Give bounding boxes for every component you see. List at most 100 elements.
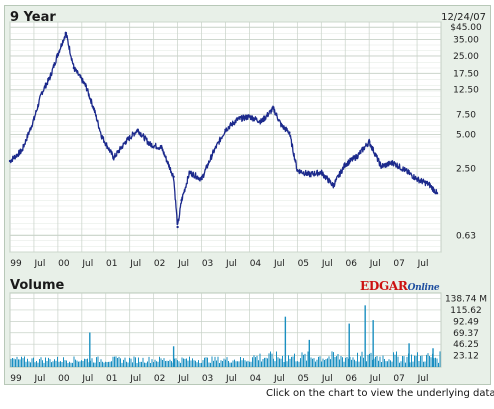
volume-x-tick-label: Jul	[321, 374, 333, 384]
volume-x-tick-label: 01	[106, 374, 117, 384]
price-data-point	[224, 128, 227, 131]
edgar-online-logo[interactable]: EDGAROnline	[360, 279, 440, 293]
price-y-tick-label: $45.00	[450, 23, 482, 33]
price-data-point	[56, 52, 60, 56]
price-data-point	[260, 120, 263, 123]
price-data-point	[379, 165, 383, 168]
price-data-point	[415, 177, 419, 181]
volume-x-tick-label: 99	[10, 374, 22, 384]
price-x-tick-label: 99	[10, 259, 22, 269]
volume-y-tick-label: 69.37	[453, 329, 479, 339]
volume-y-tick-label: 92.49	[453, 317, 479, 327]
volume-x-tick-label: Jul	[129, 374, 141, 384]
volume-x-tick-label: Jul	[81, 374, 93, 384]
price-data-point	[248, 115, 251, 118]
price-data-point	[280, 124, 283, 127]
chart-svg[interactable]: $45.00 35.00 25.00 17.50 12.50 7.50 5.00 2.50 0.…	[0, 0, 494, 386]
price-data-point	[160, 146, 163, 150]
logo-main-text: EDGAR	[360, 279, 408, 293]
price-data-point	[236, 118, 239, 121]
price-data-point	[272, 107, 275, 110]
price-x-tick-label: Jul	[273, 259, 285, 269]
price-x-tick-label: 00	[58, 259, 70, 269]
price-x-tick-label: 06	[345, 259, 357, 269]
price-data-point	[188, 171, 191, 174]
price-data-point	[100, 135, 103, 138]
volume-y-tick-label: 138.74 M	[445, 295, 487, 305]
volume-panel-title: Volume	[10, 278, 65, 293]
price-x-tick-label: Jul	[369, 259, 381, 269]
volume-x-tick-label: 06	[345, 374, 357, 384]
volume-x-tick-label: 05	[298, 374, 309, 384]
price-data-point	[180, 199, 183, 202]
volume-x-tick-label: Jul	[177, 374, 189, 384]
price-data-point	[344, 163, 347, 166]
price-panel-date: 12/24/07	[441, 12, 486, 23]
price-data-point	[435, 192, 439, 195]
volume-x-tick-label: Jul	[369, 374, 381, 384]
price-x-tick-label: 07	[393, 259, 404, 269]
volume-y-tick-label: 23.12	[453, 352, 479, 362]
price-x-tick-label: Jul	[225, 259, 237, 269]
price-data-point	[427, 183, 431, 186]
price-x-tick-label: Jul	[34, 259, 46, 269]
price-x-tick-label: 01	[106, 259, 117, 269]
price-data-point	[32, 118, 36, 121]
price-y-tick-label: 25.00	[453, 52, 479, 62]
price-data-point	[391, 161, 395, 164]
price-data-point	[64, 31, 68, 35]
volume-x-tick-label: Jul	[417, 374, 429, 384]
volume-y-tick-label: 46.25	[453, 340, 479, 350]
price-x-tick-label: Jul	[321, 259, 333, 269]
price-data-point	[48, 76, 52, 79]
price-data-point	[172, 175, 175, 178]
volume-x-tick-label: Jul	[273, 374, 285, 384]
price-data-point	[40, 91, 44, 94]
price-data-point	[296, 169, 299, 172]
price-y-tick-label: 17.50	[453, 69, 479, 79]
price-data-point	[200, 177, 203, 181]
price-y-tick-label: 12.50	[453, 86, 479, 96]
price-data-point	[320, 171, 323, 174]
price-data-point	[136, 128, 139, 131]
price-data-point	[212, 150, 215, 154]
price-data-point	[332, 184, 335, 187]
price-y-tick-label: 5.00	[456, 130, 476, 140]
price-x-tick-label: 02	[154, 259, 165, 269]
volume-x-tick-label: 03	[202, 374, 213, 384]
price-x-tick-label: 04	[250, 259, 262, 269]
price-data-point	[288, 131, 291, 134]
price-x-tick-label: Jul	[129, 259, 141, 269]
price-data-point	[176, 225, 179, 229]
price-data-point	[20, 149, 24, 152]
price-panel-title: 9 Year	[10, 10, 56, 25]
volume-x-tick-label: 00	[58, 374, 70, 384]
price-data-point	[355, 155, 359, 158]
price-series-line	[9, 31, 438, 226]
price-x-tick-label: Jul	[417, 259, 429, 269]
price-x-tick-label: 03	[202, 259, 213, 269]
price-data-point	[92, 107, 96, 110]
volume-x-tick-label: 07	[393, 374, 404, 384]
logo-sub-text: Online	[407, 283, 440, 293]
price-x-tick-label: Jul	[177, 259, 189, 269]
footer-note[interactable]: Click on the chart to view the underlyin…	[266, 388, 494, 399]
volume-x-tick-label: 04	[250, 374, 262, 384]
price-y-tick-label: 2.50	[456, 164, 476, 174]
price-data-point	[8, 159, 12, 163]
price-data-point	[72, 66, 76, 70]
price-data-point	[112, 156, 115, 159]
price-y-tick-label: 7.50	[456, 111, 476, 121]
volume-x-tick-label: Jul	[225, 374, 237, 384]
volume-y-tick-label: 115.62	[450, 306, 482, 316]
price-data-point	[308, 173, 311, 176]
price-data-point	[84, 84, 88, 88]
price-data-point	[367, 140, 371, 143]
volume-x-tick-label: Jul	[34, 374, 46, 384]
price-data-point	[403, 169, 407, 172]
price-data-point	[148, 142, 151, 146]
price-x-tick-label: 05	[298, 259, 309, 269]
volume-x-tick-label: 02	[154, 374, 165, 384]
price-y-tick-label: 0.63	[456, 232, 476, 242]
price-x-tick-label: Jul	[81, 259, 93, 269]
